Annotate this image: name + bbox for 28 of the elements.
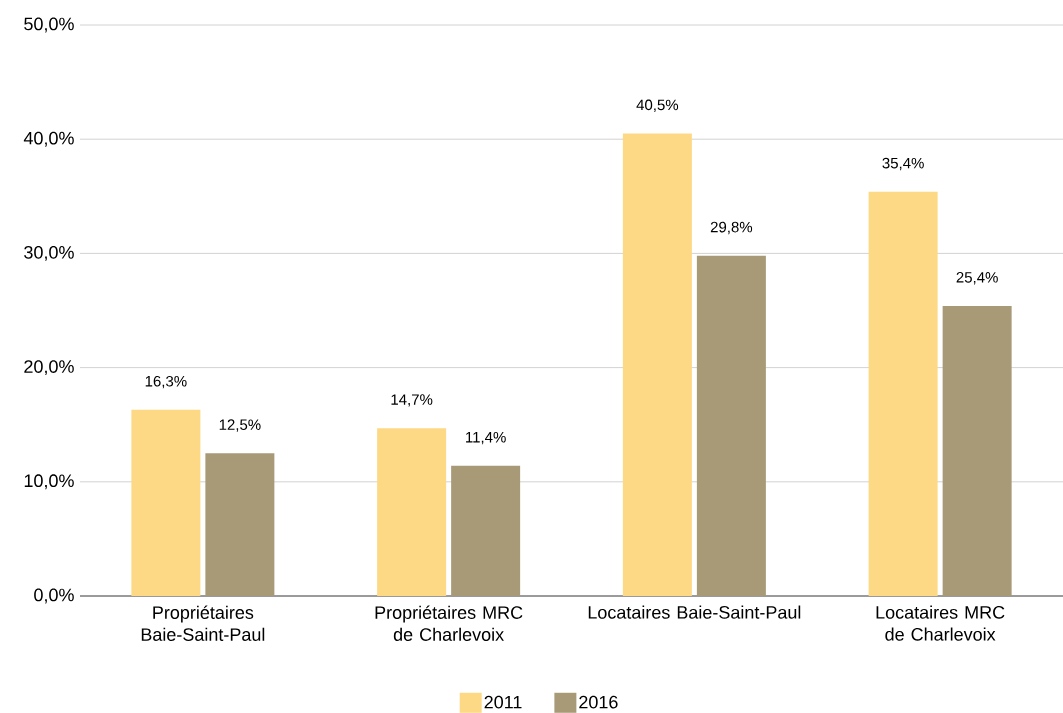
bar (696, 255, 766, 596)
data-label: 14,7% (391, 394, 433, 407)
bar (622, 133, 692, 596)
y-tick-label: 0,0% (34, 588, 74, 604)
data-label: 25,4% (956, 272, 998, 285)
legend-label: 2016 (579, 695, 618, 709)
bar (868, 191, 938, 596)
x-tick-label: Locataires MRC de Charlevoix (876, 605, 1005, 641)
y-tick-label: 10,0% (24, 474, 74, 490)
x-tick-label: Propriétaires MRC de Charlevoix (375, 605, 523, 641)
y-tick-label: 20,0% (24, 360, 74, 376)
y-tick-label: 40,0% (23, 131, 74, 147)
x-tick-label: Locataires Baie-Saint-Paul (588, 605, 801, 619)
data-label: 40,5% (636, 99, 679, 112)
data-label: 12,5% (219, 419, 261, 432)
legend-label: 2011 (484, 695, 522, 709)
data-label: 35,4% (882, 157, 924, 171)
data-label: 29,8% (710, 221, 753, 235)
data-label: 11,4% (466, 431, 506, 445)
bar (205, 453, 275, 596)
y-tick-label: 50,0% (24, 17, 74, 33)
y-tick-label: 30,0% (24, 245, 74, 261)
data-label: 16,3% (145, 375, 187, 389)
bar (377, 428, 447, 596)
bar (131, 409, 201, 596)
bar (451, 465, 521, 596)
x-tick-label: Propriétaires Baie-Saint-Paul (141, 605, 265, 641)
bar (942, 305, 1012, 596)
